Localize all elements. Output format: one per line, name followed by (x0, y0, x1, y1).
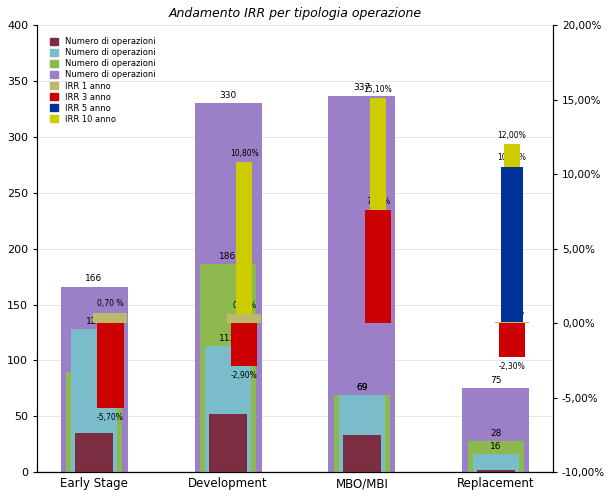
Bar (200, 264, 256, 472)
Bar (233, 323, 255, 328)
Text: 90: 90 (88, 359, 100, 368)
Bar (102, 323, 118, 328)
Text: 10,50%: 10,50% (498, 154, 526, 163)
Bar (231, 323, 258, 366)
Bar (94, 313, 127, 323)
Bar (495, 322, 529, 323)
Bar (463, 388, 529, 472)
Text: 7,60%: 7,60% (366, 196, 390, 206)
Bar (329, 95, 395, 472)
Text: 128: 128 (86, 317, 103, 326)
Bar (75, 433, 113, 472)
Bar (370, 98, 386, 323)
Text: 69: 69 (356, 383, 368, 392)
Bar (472, 454, 520, 472)
Text: 28: 28 (490, 428, 502, 437)
Text: 33: 33 (356, 423, 368, 432)
Bar (99, 323, 121, 328)
Text: 35: 35 (88, 421, 100, 430)
Text: 52: 52 (222, 402, 234, 411)
Legend: Numero di operazioni, Numero di operazioni, Numero di operazioni, Numero di oper: Numero di operazioni, Numero di operazio… (47, 34, 159, 127)
Bar (204, 346, 252, 472)
Text: 1,80%: 1,80% (366, 283, 390, 292)
Bar (97, 323, 124, 408)
Text: -0,30%: -0,30% (231, 332, 258, 341)
Bar (66, 372, 122, 472)
Bar (236, 163, 252, 323)
Text: -2,30%: -2,30% (499, 362, 526, 371)
Text: 186: 186 (219, 252, 237, 261)
Bar (227, 314, 261, 323)
Bar (338, 395, 386, 472)
Text: 75: 75 (490, 376, 502, 385)
Bar (70, 329, 118, 472)
Bar (504, 145, 520, 323)
Text: 15,10%: 15,10% (364, 85, 392, 94)
Bar (365, 210, 392, 323)
Text: 10,80%: 10,80% (230, 149, 258, 158)
Bar (468, 441, 524, 472)
Text: 12,00%: 12,00% (498, 131, 526, 140)
Bar (209, 414, 247, 472)
Title: Andamento IRR per tipologia operazione: Andamento IRR per tipologia operazione (168, 7, 422, 20)
Bar (195, 103, 261, 472)
Bar (343, 435, 381, 472)
Bar (61, 287, 127, 472)
Text: 113: 113 (219, 333, 237, 342)
Text: 0,10%: 0,10% (500, 308, 524, 317)
Bar (334, 395, 390, 472)
Text: 337: 337 (353, 83, 371, 92)
Bar (367, 296, 389, 323)
Bar (501, 167, 523, 323)
Text: -0,30%: -0,30% (97, 332, 124, 341)
Text: 0,70 %: 0,70 % (97, 299, 124, 308)
Text: -2,90%: -2,90% (231, 371, 258, 380)
Text: -5,70%: -5,70% (97, 413, 124, 421)
Text: 0,60%: 0,60% (232, 301, 256, 310)
Text: -0,30%: -0,30% (97, 332, 124, 341)
Text: 330: 330 (219, 91, 237, 100)
Text: 0,00%: 0,00% (366, 310, 390, 319)
Bar (477, 470, 515, 472)
Bar (499, 323, 526, 357)
Text: 69: 69 (356, 383, 368, 392)
Text: 16: 16 (490, 442, 502, 451)
Text: 166: 166 (86, 274, 103, 283)
Text: 2: 2 (493, 458, 499, 467)
